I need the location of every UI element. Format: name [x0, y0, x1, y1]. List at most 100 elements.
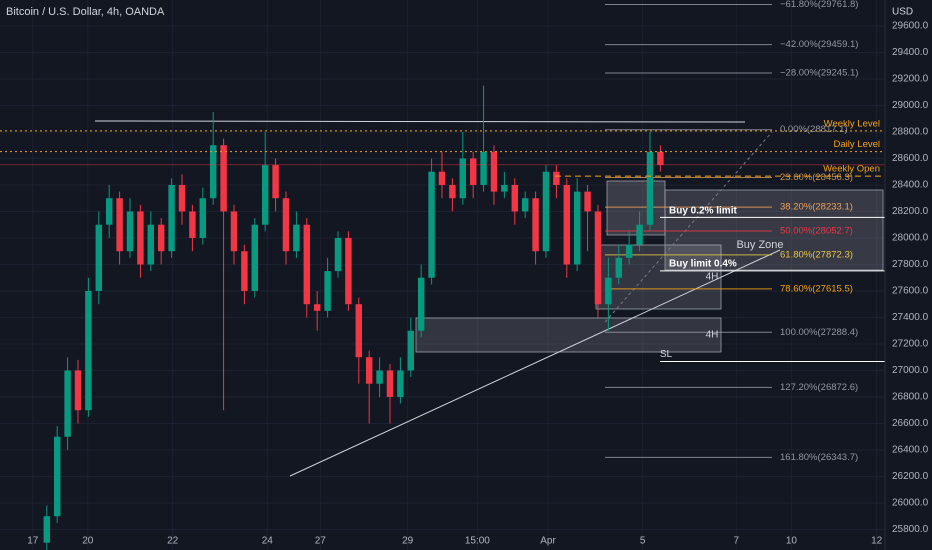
x-tick-label: 17	[27, 536, 39, 547]
y-tick-label: 26000.0	[892, 498, 929, 509]
fib-label: 23.60%(28456.3)	[780, 172, 853, 183]
currency-label: USD	[892, 7, 913, 18]
candle-body	[501, 184, 508, 192]
fib-label: 161.80%(26343.7)	[780, 452, 858, 463]
y-tick-label: 29600.0	[892, 21, 929, 32]
x-tick-label: Apr	[540, 536, 556, 547]
y-tick-label: 28600.0	[892, 153, 929, 164]
y-tick-label: 27000.0	[892, 365, 929, 376]
y-tick-label: 27800.0	[892, 259, 929, 270]
candle-body	[625, 244, 633, 258]
candle-body	[53, 436, 61, 517]
y-tick-label: 26400.0	[892, 445, 929, 456]
candle-body	[397, 370, 404, 397]
fib-label: 38.20%(28233.1)	[780, 202, 853, 213]
candle-body	[511, 184, 519, 212]
candle-body	[293, 224, 300, 252]
annotation: Buy 0.2% limit	[669, 206, 737, 217]
candle-body	[230, 211, 238, 252]
candle-body	[209, 145, 217, 199]
fib-retracement: −61.80%(29761.8) −42.00%(29459.1) −28.00%(…	[605, 0, 858, 463]
candle-body	[542, 171, 550, 252]
candle-body	[157, 224, 165, 252]
candle-body	[168, 184, 175, 252]
y-tick-label: 25800.0	[892, 524, 929, 535]
x-tick-label: 29	[402, 536, 414, 547]
candle-body	[584, 191, 591, 212]
resistance-line	[94, 120, 746, 123]
level-name: Weekly Open	[823, 164, 880, 175]
fib-label: 0.00%(28817.1)	[780, 124, 848, 135]
candle-body	[438, 171, 446, 185]
candle-body	[532, 198, 539, 252]
order-block	[415, 317, 722, 353]
y-tick-label: 27600.0	[892, 286, 929, 297]
candle-body	[615, 257, 622, 278]
annotation: 4H	[706, 272, 719, 283]
candle-body	[178, 184, 186, 212]
y-tick-label: 26800.0	[892, 392, 929, 403]
candle-body	[459, 158, 467, 199]
annotation: Buy Zone	[736, 239, 783, 251]
y-tick-label: 26200.0	[892, 471, 929, 482]
candle-body	[449, 184, 456, 199]
candle-body	[355, 304, 363, 358]
candle-body	[573, 191, 581, 265]
candle-body	[480, 151, 487, 185]
candle-body	[43, 516, 51, 543]
y-tick-label: 28200.0	[892, 206, 929, 217]
chart-title: Bitcoin / U.S. Dollar, 4h, OANDA	[6, 6, 165, 18]
candle-body	[282, 198, 290, 252]
x-tick-label: 5	[640, 536, 646, 547]
candle-body	[407, 330, 415, 371]
y-tick-label: 29000.0	[892, 100, 929, 111]
y-tick-label: 27400.0	[892, 312, 929, 323]
candle-body	[137, 211, 144, 265]
y-tick-label: 26600.0	[892, 418, 929, 429]
x-tick-label: 10	[786, 536, 798, 547]
candle-body	[189, 211, 196, 238]
y-tick-label: 28000.0	[892, 233, 929, 244]
candle-body	[313, 304, 321, 311]
candle-body	[95, 224, 103, 291]
fib-label: 50.00%(28052.7)	[780, 225, 853, 236]
y-tick-label: 28400.0	[892, 180, 929, 191]
fib-label: 127.20%(26872.6)	[780, 382, 858, 393]
fib-label: 100.00%(27288.4)	[780, 327, 858, 338]
fib-trend-line	[604, 131, 773, 323]
price-axis: 29600.0 29400.0 29200.0 29000.0 28800.0 28600…	[27, 0, 932, 550]
candle-body	[428, 171, 435, 278]
candle-body	[272, 165, 279, 199]
candles	[43, 85, 664, 550]
annotation: Buy limit 0.4%	[669, 259, 737, 270]
candle-body	[147, 224, 155, 265]
axis-background	[885, 0, 932, 550]
candle-body	[241, 251, 248, 291]
candle-body	[553, 171, 560, 185]
candle-body	[646, 151, 654, 225]
candle-body	[261, 165, 269, 225]
candle-body	[345, 237, 352, 305]
candle-body	[490, 151, 498, 192]
fib-label: −61.80%(29761.8)	[780, 0, 858, 10]
level-name: Weekly Level	[824, 118, 880, 129]
candle-body	[74, 370, 82, 411]
x-tick-label: 22	[167, 536, 179, 547]
candle-body	[116, 198, 123, 252]
y-tick-label: 28800.0	[892, 127, 929, 138]
candle-body	[126, 211, 134, 252]
x-tick-label: 7	[734, 536, 740, 547]
y-tick-label: 29400.0	[892, 47, 929, 58]
candle-body	[563, 184, 570, 265]
candle-body	[64, 370, 71, 437]
level-name: SL	[660, 349, 673, 360]
x-tick-label: 12	[871, 536, 883, 547]
candle-body	[657, 151, 664, 166]
candle-body	[303, 224, 311, 305]
level-name: Daily Level	[834, 139, 880, 150]
candle-body	[199, 198, 207, 238]
candle-body	[324, 271, 331, 311]
y-tick-label: 27200.0	[892, 339, 929, 350]
x-tick-label: 15:00	[465, 536, 490, 547]
